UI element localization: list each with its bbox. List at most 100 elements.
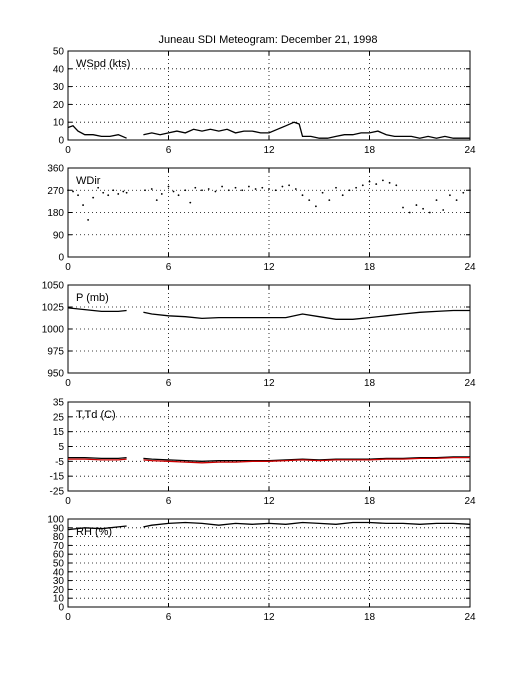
data-point [355, 186, 357, 189]
data-point [87, 219, 89, 221]
y-tick-label: 30 [53, 82, 65, 93]
data-point [408, 211, 411, 214]
y-tick-label: 5 [58, 442, 64, 453]
panel-label: P (mb) [76, 292, 109, 304]
y-tick-label: 0 [58, 603, 64, 614]
y-tick-label: 10 [53, 118, 65, 129]
y-tick-label: 25 [53, 412, 65, 423]
x-tick-label: 12 [263, 262, 275, 273]
data-point [92, 196, 95, 199]
data-point [321, 191, 324, 194]
series-line-1 [68, 456, 470, 462]
y-tick-label: 1025 [42, 303, 65, 314]
x-tick-label: 0 [65, 262, 71, 273]
x-tick-label: 24 [464, 612, 476, 623]
y-tick-label: 70 [53, 541, 65, 552]
data-point [375, 183, 378, 185]
panel-3: 0 6 12 18 24 950 975 1000 1025 1050 P (mb) [42, 281, 476, 390]
y-tick-label: 10 [53, 594, 65, 605]
data-point [221, 185, 224, 188]
x-tick-label: 18 [364, 262, 376, 273]
data-point [442, 209, 445, 211]
y-tick-label: -15 [50, 472, 65, 483]
y-tick-label: 0 [58, 253, 64, 264]
data-point [462, 191, 465, 194]
data-point [328, 199, 331, 202]
data-point [248, 185, 250, 188]
data-point [227, 189, 230, 192]
panel-label: WDir [76, 175, 101, 187]
x-tick-label: 0 [65, 378, 71, 389]
y-tick-label: 975 [47, 347, 64, 358]
x-tick-label: 18 [364, 496, 376, 507]
data-point [150, 188, 153, 190]
x-tick-label: 24 [464, 145, 476, 156]
series-1 [67, 179, 471, 221]
data-point [122, 190, 125, 193]
data-point [214, 190, 217, 193]
panel-label: RH (%) [76, 526, 112, 538]
data-point [261, 186, 264, 189]
x-tick-label: 6 [166, 145, 172, 156]
y-tick-label: -25 [50, 487, 65, 498]
data-point [382, 179, 384, 182]
y-tick-label: 20 [53, 100, 65, 111]
data-point [234, 186, 237, 189]
data-point [77, 194, 79, 197]
x-tick-label: 12 [263, 145, 275, 156]
y-tick-label: 35 [53, 398, 65, 409]
data-point [335, 186, 337, 189]
data-point [254, 188, 257, 190]
y-tick-label: 60 [53, 550, 65, 561]
data-point [241, 189, 244, 192]
data-point [194, 186, 197, 189]
data-point [388, 181, 391, 184]
x-tick-label: 24 [464, 378, 476, 389]
data-point [125, 191, 128, 194]
data-point [189, 201, 192, 204]
data-point [422, 207, 424, 210]
y-tick-label: 80 [53, 532, 65, 543]
data-point [107, 194, 110, 197]
x-tick-label: 12 [263, 496, 275, 507]
data-point [361, 184, 364, 187]
series-line-1 [67, 121, 470, 139]
data-point [294, 188, 297, 190]
panel-1: 0 6 12 18 24 0 10 20 30 40 50 WSpd (kts) [53, 47, 476, 157]
data-point [402, 206, 404, 209]
x-tick-label: 0 [65, 145, 71, 156]
data-point [415, 204, 418, 206]
y-tick-label: 50 [53, 559, 65, 570]
data-point [97, 186, 100, 189]
data-point [341, 194, 344, 197]
data-point [449, 194, 451, 197]
data-point [82, 204, 84, 206]
data-point [117, 193, 120, 195]
data-point [395, 184, 398, 187]
y-tick-label: 40 [53, 567, 65, 578]
y-tick-label: 270 [47, 186, 64, 197]
y-tick-label: 30 [53, 576, 65, 587]
y-tick-label: 1000 [42, 325, 65, 336]
data-point [288, 184, 290, 187]
y-tick-label: 950 [47, 369, 64, 380]
data-point [177, 194, 180, 197]
data-point [455, 199, 458, 202]
panel-2: 0 6 12 18 24 0 90 180 270 360 WDir [47, 164, 476, 274]
x-tick-label: 6 [166, 496, 172, 507]
data-point [469, 189, 471, 192]
data-point [167, 185, 170, 188]
data-point [184, 189, 187, 192]
data-point [435, 199, 438, 202]
series-line-1 [67, 307, 470, 320]
y-tick-label: 90 [53, 230, 65, 241]
data-point [281, 185, 284, 188]
y-tick-label: 180 [47, 208, 64, 219]
x-tick-label: 12 [263, 378, 275, 389]
data-point [348, 189, 351, 192]
x-tick-label: 24 [464, 262, 476, 273]
y-tick-label: 0 [58, 136, 64, 147]
x-tick-label: 18 [364, 612, 376, 623]
